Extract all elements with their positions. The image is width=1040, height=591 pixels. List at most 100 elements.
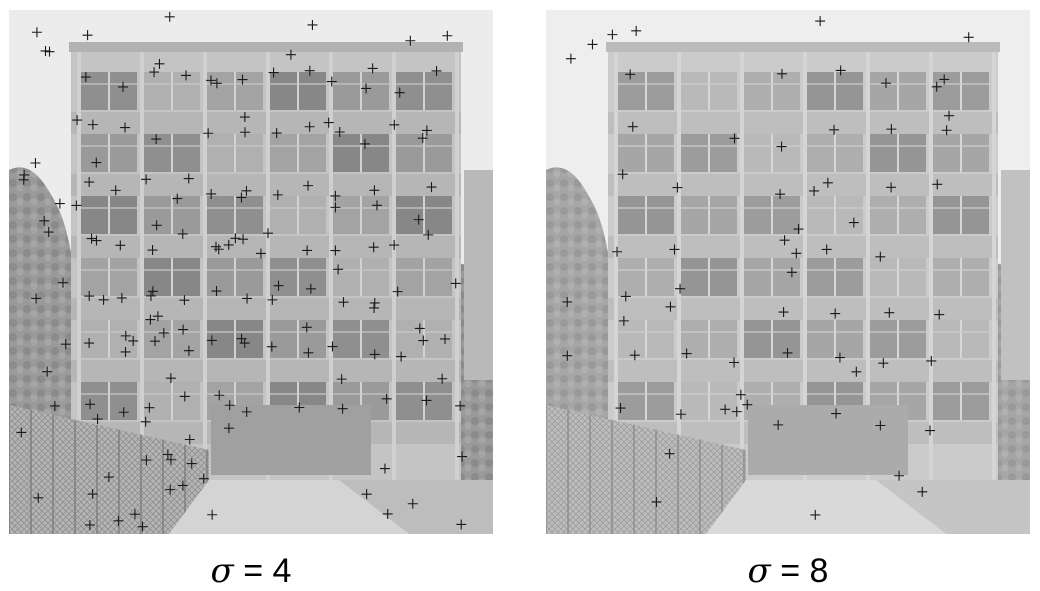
keypoint-cross: [326, 76, 337, 87]
keypoint-cross: [263, 228, 274, 239]
keypoint-cross: [382, 508, 393, 519]
keypoint-cross: [151, 134, 162, 145]
keypoint-cross: [179, 295, 190, 306]
keypoint-cross: [336, 374, 347, 385]
keypoint-cross: [848, 217, 859, 228]
keypoint-cross: [359, 138, 370, 149]
keypoint-cross: [84, 291, 95, 302]
keypoint-cross: [230, 233, 241, 244]
keypoint-cross: [776, 141, 787, 152]
keypoint-cross: [367, 63, 378, 74]
keypoint-cross: [729, 133, 740, 144]
keypoint-cross: [266, 341, 277, 352]
keypoint-cross: [271, 128, 282, 139]
keypoint-cross: [894, 470, 905, 481]
keypoint-cross: [158, 327, 169, 338]
building-roof: [69, 42, 463, 52]
keypoint-cross: [437, 373, 448, 384]
keypoint-cross: [255, 248, 266, 259]
pavement: [706, 480, 946, 534]
keypoint-cross: [165, 454, 176, 465]
keypoint-cross: [786, 267, 797, 278]
keypoint-cross: [72, 115, 83, 126]
photo-background: [9, 10, 493, 534]
keypoint-cross: [421, 125, 432, 136]
keypoint-cross: [302, 245, 313, 256]
keypoint-cross: [389, 119, 400, 130]
keypoint-cross: [944, 110, 955, 121]
keypoint-cross: [30, 158, 41, 168]
keypoint-cross: [421, 395, 432, 406]
keypoint-cross: [323, 117, 334, 128]
keypoint-cross: [829, 124, 840, 135]
keypoint-cross: [880, 78, 891, 89]
keypoint-cross: [886, 124, 897, 135]
keypoint-cross: [884, 307, 895, 318]
keypoint-cross: [361, 83, 372, 94]
keypoint-cross: [181, 70, 192, 81]
keypoint-cross: [939, 74, 950, 85]
keypoint-cross: [152, 311, 163, 322]
keypoint-cross: [49, 400, 60, 411]
keypoint-cross: [925, 425, 936, 436]
keypoint-cross: [179, 391, 190, 402]
keypoint-cross: [86, 233, 97, 244]
tree-left: [9, 167, 79, 450]
keypoint-cross: [793, 224, 804, 235]
keypoint-cross: [330, 202, 341, 213]
keypoint-cross: [177, 228, 188, 239]
side-building: [464, 170, 493, 380]
keypoint-cross: [672, 182, 683, 193]
keypoint-cross: [307, 19, 318, 30]
keypoint-cross: [822, 177, 833, 188]
keypoint-cross: [60, 339, 71, 350]
keypoint-cross: [103, 472, 114, 483]
keypoint-cross: [620, 291, 631, 302]
keypoint-cross: [147, 245, 158, 256]
keypoint-cross: [417, 133, 428, 144]
entrance: [211, 405, 371, 475]
keypoint-cross: [39, 215, 50, 226]
keypoint-cross: [333, 264, 344, 275]
keypoint-cross: [238, 234, 249, 245]
keypoint-cross: [629, 350, 640, 361]
keypoint-cross: [207, 509, 218, 520]
keypoint-cross: [272, 189, 283, 200]
keypoint-cross: [450, 278, 461, 289]
column: [740, 52, 744, 482]
keypoint-cross: [809, 185, 820, 196]
keypoint-cross: [791, 248, 802, 259]
keypoint-cross: [183, 345, 194, 356]
keypoint-cross: [294, 402, 305, 413]
keypoint-cross: [172, 193, 183, 204]
keypoint-cross: [631, 25, 642, 36]
keypoint-cross: [82, 30, 93, 41]
column: [929, 52, 933, 482]
keypoint-cross: [44, 46, 55, 57]
keypoint-cross: [917, 486, 928, 497]
keypoint-cross: [720, 404, 731, 415]
fence-mesh: [9, 405, 209, 534]
keypoint-cross: [198, 473, 209, 484]
keypoint-cross: [442, 30, 453, 41]
keypoint-cross: [236, 333, 247, 344]
keypoint-cross: [91, 157, 102, 168]
keypoint-cross: [178, 324, 189, 335]
keypoint-cross: [118, 81, 129, 92]
keypoint-cross: [625, 69, 636, 80]
keypoint-cross: [223, 423, 234, 434]
keypoint-cross: [301, 322, 312, 333]
keypoint-cross: [851, 366, 862, 377]
keypoint-cross: [615, 403, 626, 414]
keypoint-cross: [612, 246, 623, 257]
keypoint-cross: [681, 348, 692, 359]
keypoint-cross: [224, 400, 235, 411]
keypoint-cross: [782, 347, 793, 358]
keypoint-cross: [128, 335, 139, 346]
building-roof: [606, 42, 1000, 52]
photo-panel-sigma-4: [9, 10, 493, 534]
keypoint-cross: [92, 414, 103, 425]
keypoint-cross: [934, 309, 945, 320]
side-building: [1001, 170, 1030, 380]
keypoint-cross: [303, 347, 314, 358]
